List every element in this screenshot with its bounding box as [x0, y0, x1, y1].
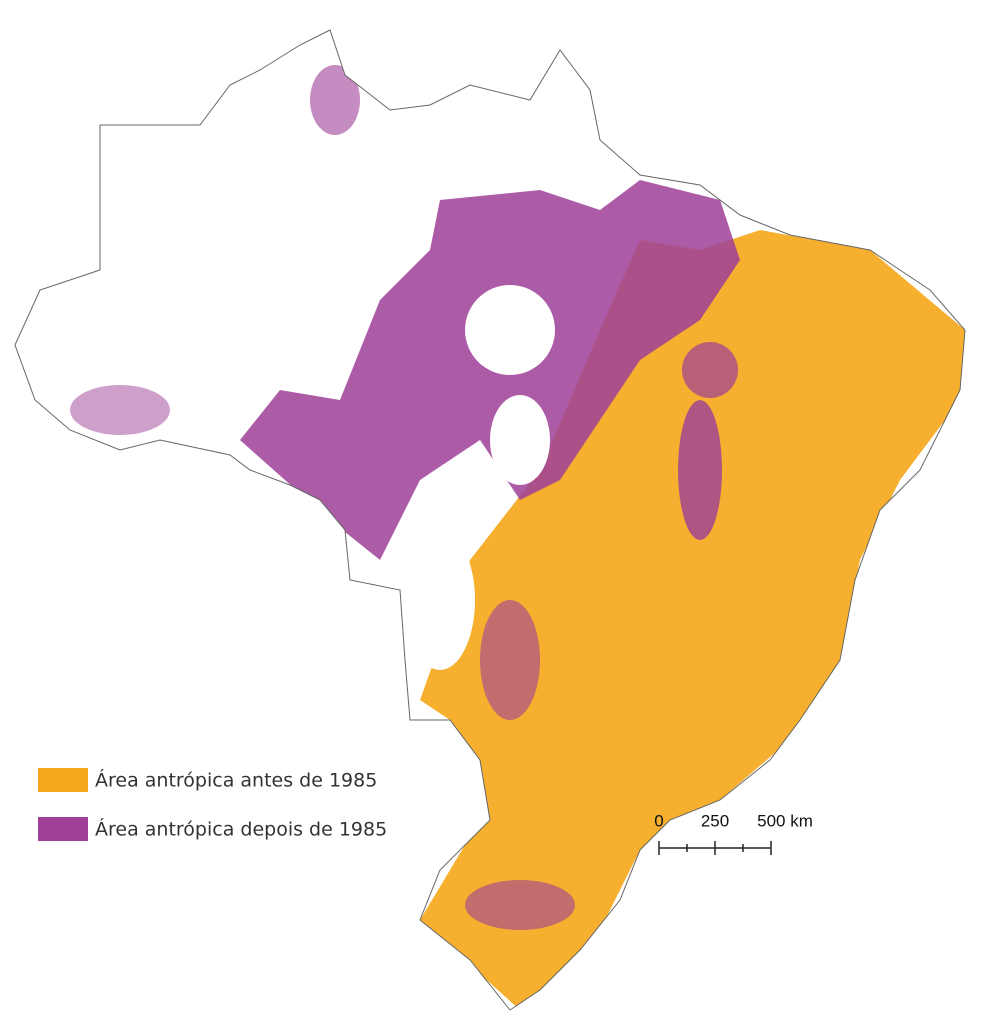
- clearing: [465, 285, 555, 375]
- legend-label: Área antrópica depois de 1985: [95, 818, 387, 841]
- anthropic-before: [420, 230, 965, 1010]
- anthropic-after: [310, 65, 360, 135]
- clearing: [490, 395, 550, 485]
- anthropic-after: [70, 385, 170, 435]
- scale-label: 250: [701, 811, 729, 830]
- scale-bar: [658, 841, 772, 855]
- clearing: [405, 530, 475, 670]
- legend-swatch: [38, 768, 88, 792]
- scale-label: 0: [654, 811, 663, 830]
- legend-label: Área antrópica antes de 1985: [95, 769, 377, 792]
- anthropic-after: [682, 342, 738, 398]
- anthropic-after: [480, 600, 540, 720]
- anthropic-after: [465, 880, 575, 930]
- scale-label: 500 km: [757, 811, 813, 830]
- anthropic-after: [678, 400, 722, 540]
- legend-swatch: [38, 817, 88, 841]
- land-cover: [70, 65, 965, 1010]
